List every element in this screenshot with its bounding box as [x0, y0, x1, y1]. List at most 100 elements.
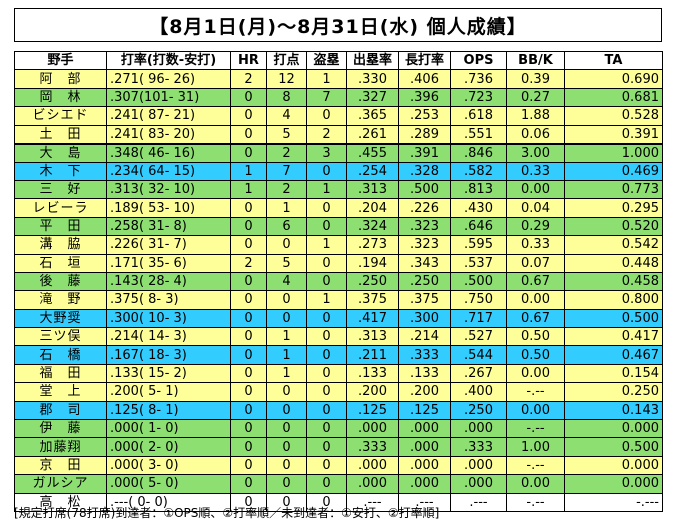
table-row: 石 橋 .167( 18- 3) 0 1 0.211.333.544 0.50 0.467	[14, 345, 663, 365]
cell-obp: .313	[346, 327, 399, 347]
cell-ops: .527	[450, 327, 507, 347]
header-rbi: 打点	[266, 50, 307, 71]
cell-rbi: 0	[266, 492, 307, 512]
cell-player-name: 岡 林	[14, 87, 107, 108]
cell-player-name: 後 藤	[14, 271, 107, 292]
header-obp: 出塁率	[346, 50, 399, 71]
cell-ops: .846	[450, 143, 507, 163]
cell-player-name: 木 下	[14, 161, 107, 181]
table-row: 阿 部 .271( 96- 26) 2 12 1.330.406.736 0.39 0.69…	[14, 69, 663, 89]
cell-hr: 0	[230, 437, 267, 457]
cell-slg: .125	[398, 400, 451, 421]
cell-bbk: 0.00	[506, 474, 565, 494]
cell-ta: 0.520	[564, 216, 663, 237]
cell-bbk: 0.33	[506, 161, 565, 181]
cell-hr: 0	[230, 455, 267, 476]
cell-ta: 0.458	[564, 271, 663, 292]
cell-slg: .000	[398, 419, 451, 439]
cell-bbk: 0.33	[506, 235, 565, 255]
cell-ta: 0.773	[564, 179, 663, 200]
cell-bbk: 0.00	[506, 363, 565, 384]
cell-bbk: 0.67	[506, 308, 565, 329]
cell-rbi: 0	[266, 455, 307, 476]
cell-hr: 2	[230, 253, 267, 273]
cell-bbk: -.--	[506, 419, 565, 439]
cell-slg: .406	[398, 69, 451, 89]
cell-bbk: 0.39	[506, 69, 565, 89]
cell-sb: 0	[306, 327, 347, 347]
cell-sb: 2	[306, 124, 347, 145]
cell-ta: 0.000	[564, 419, 663, 439]
cell-obp: .375	[346, 290, 399, 310]
table-row: 京 田 .000( 3- 0) 0 0 0.000.000.000 -.-- 0.000	[14, 455, 663, 476]
cell-rbi: 8	[266, 87, 307, 108]
cell-obp: .324	[346, 216, 399, 237]
table-row: 後 藤 .143( 28- 4) 0 4 0.250.250.500 0.67 0.458	[14, 271, 663, 292]
cell-slg: .214	[398, 327, 451, 347]
cell-bbk: 0.50	[506, 345, 565, 365]
cell-ta: 0.000	[564, 474, 663, 494]
cell-rbi: 0	[266, 235, 307, 255]
footnote: [規定打席(78打席)到達者：①OPS順、②打率順／未到達者：①安打、②打率順]	[14, 506, 440, 520]
table-row: 高 松 .---( 0- 0) 0 0 0 .--- .--- .--- -.-- -.---	[14, 492, 663, 512]
cell-slg: .343	[398, 253, 451, 273]
header-ta: TA	[564, 50, 663, 71]
cell-hr: 0	[230, 124, 267, 145]
cell-avg: .000( 1- 0)	[106, 419, 231, 439]
cell-ops: .000	[450, 474, 507, 494]
cell-sb: 0	[306, 106, 347, 126]
cell-avg: .143( 28- 4)	[106, 271, 231, 292]
cell-slg: .333	[398, 345, 451, 365]
cell-avg: .313( 32- 10)	[106, 179, 231, 200]
table-row: 土 田 .241( 83- 20) 0 5 2.261.289.551 0.06 0.391	[14, 124, 663, 145]
cell-obp: .000	[346, 474, 399, 494]
table-row: 加藤翔 .000( 2- 0) 0 0 0.333.000.333 1.00 0.500	[14, 437, 663, 457]
cell-bbk: 1.00	[506, 437, 565, 457]
cell-ta: 0.295	[564, 198, 663, 218]
cell-sb: 0	[306, 382, 347, 402]
cell-slg: .328	[398, 161, 451, 181]
cell-rbi: 4	[266, 271, 307, 292]
cell-hr: 0	[230, 363, 267, 384]
table-row: 大野奨 .300( 10- 3) 0 0 0.417.300.717 0.67 0.500	[14, 308, 663, 329]
table-row: 三ツ俣 .214( 14- 3) 0 1 0.313.214.527 0.50 0.417	[14, 327, 663, 347]
cell-slg: .323	[398, 216, 451, 237]
cell-avg: .214( 14- 3)	[106, 327, 231, 347]
cell-player-name: 伊 藤	[14, 419, 107, 439]
cell-ta: 0.154	[564, 363, 663, 384]
cell-player-name: 三 好	[14, 179, 107, 200]
cell-player-name: 高 松	[14, 492, 107, 512]
cell-ops: .723	[450, 87, 507, 108]
cell-bbk: 0.29	[506, 216, 565, 237]
cell-sb: 1	[306, 290, 347, 310]
cell-ops: .646	[450, 216, 507, 237]
cell-player-name: 平 田	[14, 216, 107, 237]
cell-obp: .273	[346, 235, 399, 255]
cell-player-name: 三ツ俣	[14, 327, 107, 347]
cell-slg: .000	[398, 455, 451, 476]
cell-ta: 0.448	[564, 253, 663, 273]
table-row: 伊 藤 .000( 1- 0) 0 0 0.000.000.000 -.-- 0.000	[14, 419, 663, 439]
cell-sb: 0	[306, 455, 347, 476]
cell-hr: 0	[230, 198, 267, 218]
cell-hr: 0	[230, 492, 267, 512]
cell-hr: 2	[230, 69, 267, 89]
cell-obp: .194	[346, 253, 399, 273]
cell-avg: .---( 0- 0)	[106, 492, 231, 512]
cell-bbk: 0.06	[506, 124, 565, 145]
cell-hr: 0	[230, 327, 267, 347]
cell-obp: .254	[346, 161, 399, 181]
cell-hr: 0	[230, 400, 267, 421]
cell-avg: .125( 8- 1)	[106, 400, 231, 421]
cell-ops: .750	[450, 290, 507, 310]
cell-obp: .365	[346, 106, 399, 126]
cell-obp: .250	[346, 271, 399, 292]
cell-ops: .400	[450, 382, 507, 402]
cell-avg: .226( 31- 7)	[106, 235, 231, 255]
cell-bbk: 0.27	[506, 87, 565, 108]
cell-sb: 0	[306, 253, 347, 273]
cell-rbi: 0	[266, 474, 307, 494]
header-ops: OPS	[450, 50, 507, 71]
cell-player-name: 阿 部	[14, 69, 107, 89]
cell-ops: .430	[450, 198, 507, 218]
